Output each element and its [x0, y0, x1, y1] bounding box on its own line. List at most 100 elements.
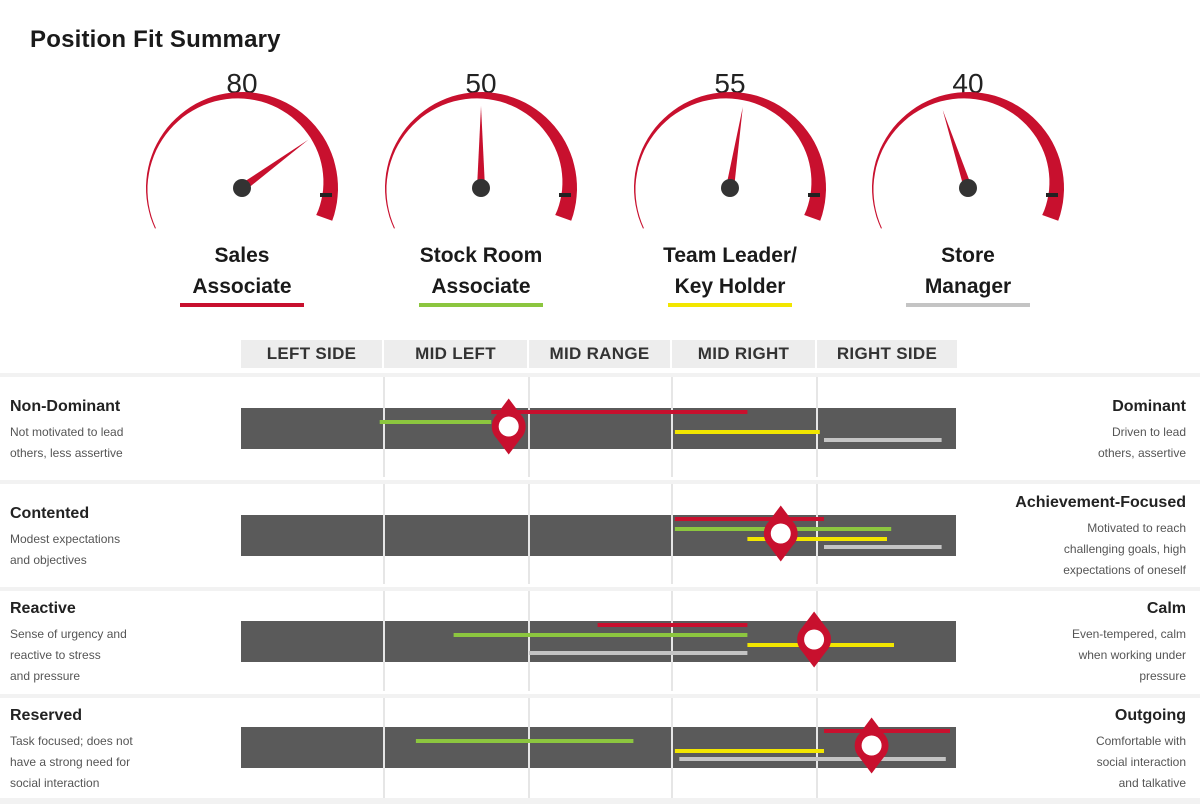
zone-divider	[383, 484, 385, 584]
gauge-dial	[146, 92, 338, 229]
zone-label-right-side: RIGHT SIDE	[817, 340, 957, 368]
trait-row-separator	[0, 798, 1200, 804]
trait-band-segment	[385, 621, 528, 662]
gauge-dial	[872, 92, 1064, 229]
trait-desc-line: and pressure	[10, 669, 81, 683]
zone-divider	[383, 591, 385, 691]
trait-band-segment	[530, 727, 671, 768]
trait-right-label: Achievement-Focused Motivated to reach c…	[976, 494, 1186, 581]
zone-divider	[671, 484, 673, 584]
trait-band-segment	[673, 621, 816, 662]
trait-band-segment	[241, 727, 384, 768]
trait-right-desc: Motivated to reach challenging goals, hi…	[976, 518, 1186, 581]
series-range-line	[597, 623, 748, 627]
trait-left-title: Non-Dominant	[10, 398, 121, 415]
gauge-needle	[942, 110, 972, 190]
trait-band-segment	[385, 727, 528, 768]
trait-desc-line: Comfortable with	[1095, 734, 1186, 748]
gauge-arc	[385, 92, 577, 229]
gauge-max-tick	[320, 193, 332, 197]
trait-left-desc: Not motivated to lead others, less asser…	[10, 422, 200, 464]
series-range-line	[824, 545, 942, 549]
trait-band-segment	[818, 621, 956, 662]
trait-left-desc: Modest expectations and objectives	[10, 529, 200, 571]
trait-desc-line: reactive to stress	[10, 648, 101, 662]
gauge-arc	[634, 92, 826, 229]
trait-right-label: Dominant Driven to lead others, assertiv…	[996, 398, 1186, 464]
series-range-line	[529, 651, 748, 655]
trait-band-segment	[818, 515, 956, 556]
trait-band-segment	[530, 408, 671, 449]
trait-left-title: Contented	[10, 505, 90, 522]
fit-marker-center	[770, 523, 791, 544]
trait-left-desc: Task focused; does not have a strong nee…	[10, 731, 200, 794]
trait-desc-line: Not motivated to lead	[10, 425, 124, 439]
gauge-role: Stock Room Associate	[361, 240, 601, 302]
trait-desc-line: Sense of urgency and	[10, 627, 127, 641]
gauge-sales-associate: 80 Sales Associate	[122, 60, 362, 330]
trait-row-separator	[0, 694, 1200, 698]
series-range-line	[679, 757, 946, 761]
gauge-role-line2: Associate	[192, 275, 292, 298]
trait-desc-line: Modest expectations	[10, 532, 121, 546]
gauge-role: Sales Associate	[122, 240, 362, 302]
gauge-team-leader-key-holder: 55 Team Leader/ Key Holder	[610, 60, 850, 330]
gauge-hub	[233, 179, 251, 197]
legend-swatch-store-manager	[906, 303, 1030, 307]
gauge-hub	[959, 179, 977, 197]
trait-band-segment	[530, 515, 671, 556]
zone-divider	[383, 377, 385, 477]
trait-desc-line: and objectives	[10, 553, 87, 567]
series-range-line	[674, 749, 824, 753]
series-range-line	[824, 729, 950, 733]
gauge-role-line2: Associate	[431, 275, 531, 298]
trait-right-title: Achievement-Focused	[1015, 494, 1186, 511]
trait-left-title: Reserved	[10, 707, 83, 724]
gauge-arc	[872, 92, 1064, 229]
zone-divider	[671, 698, 673, 798]
zone-divider	[671, 591, 673, 691]
gauge-needle	[239, 139, 309, 192]
trait-right-desc: Driven to lead others, assertive	[996, 422, 1186, 464]
trait-left-label: Contented Modest expectations and object…	[10, 505, 200, 571]
trait-desc-line: social interaction	[10, 776, 100, 790]
gauge-hub	[721, 179, 739, 197]
trait-right-title: Calm	[1146, 600, 1186, 617]
gauge-role-line2: Key Holder	[674, 275, 786, 298]
page-title: Position Fit Summary	[30, 26, 281, 53]
gauge-max-tick	[1046, 193, 1058, 197]
series-range-line	[674, 430, 820, 434]
gauge-role-line1: Sales	[214, 244, 270, 267]
zone-divider	[528, 377, 530, 477]
trait-right-label: Outgoing Comfortable with social interac…	[996, 707, 1186, 794]
trait-desc-line: social interaction	[1096, 755, 1186, 769]
trait-desc-line: have a strong need for	[10, 755, 131, 769]
legend-swatch-sales-associate	[180, 303, 304, 307]
trait-band-segment	[530, 621, 671, 662]
trait-desc-line: Even-tempered, calm	[1071, 627, 1186, 641]
zone-divider	[528, 698, 530, 798]
trait-left-label: Non-Dominant Not motivated to lead other…	[10, 398, 200, 464]
trait-desc-line: pressure	[1139, 669, 1186, 683]
gauge-max-tick	[808, 193, 820, 197]
zone-divider	[816, 484, 818, 584]
fit-marker-center	[498, 416, 519, 437]
series-range-line	[491, 410, 748, 414]
legend-swatch-stock-room-associate	[419, 303, 543, 307]
zone-divider	[816, 377, 818, 477]
trait-band-segment	[241, 408, 384, 449]
trait-right-desc: Even-tempered, calm when working under p…	[996, 624, 1186, 687]
gauge-dial	[385, 92, 577, 229]
zone-divider	[816, 698, 818, 798]
trait-row-separator	[0, 480, 1200, 484]
trait-band-segment	[241, 515, 384, 556]
trait-band-segment	[385, 515, 528, 556]
gauge-dial	[634, 92, 826, 229]
trait-left-label: Reserved Task focused; does not have a s…	[10, 707, 200, 794]
zone-divider	[383, 698, 385, 798]
trait-desc-line: Motivated to reach	[1087, 521, 1186, 535]
trait-desc-line: and talkative	[1118, 776, 1186, 790]
trait-right-desc: Comfortable with social interaction and …	[996, 731, 1186, 794]
zone-divider	[528, 484, 530, 584]
